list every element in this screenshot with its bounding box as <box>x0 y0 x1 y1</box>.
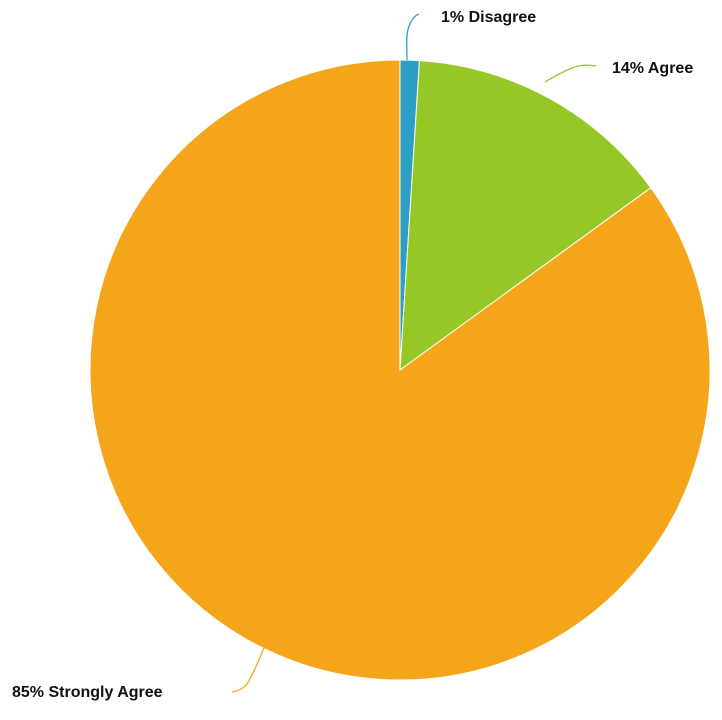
leader-lines-layer <box>231 13 597 693</box>
slices-layer <box>89 59 711 681</box>
slice-label-strongly-agree: 85% Strongly Agree <box>12 684 163 701</box>
slice-label-disagree: 1% Disagree <box>441 9 536 26</box>
pie-slice-agree <box>399 60 652 372</box>
pie-slice-strongly-agree <box>89 59 711 681</box>
leader-line-disagree <box>406 13 420 61</box>
labels-layer: 1% Disagree 14% Agree 85% Strongly Agree <box>12 9 693 701</box>
leader-line-agree <box>544 64 597 83</box>
leader-line-strongly-agree <box>231 647 265 693</box>
slice-label-agree: 14% Agree <box>612 60 693 77</box>
